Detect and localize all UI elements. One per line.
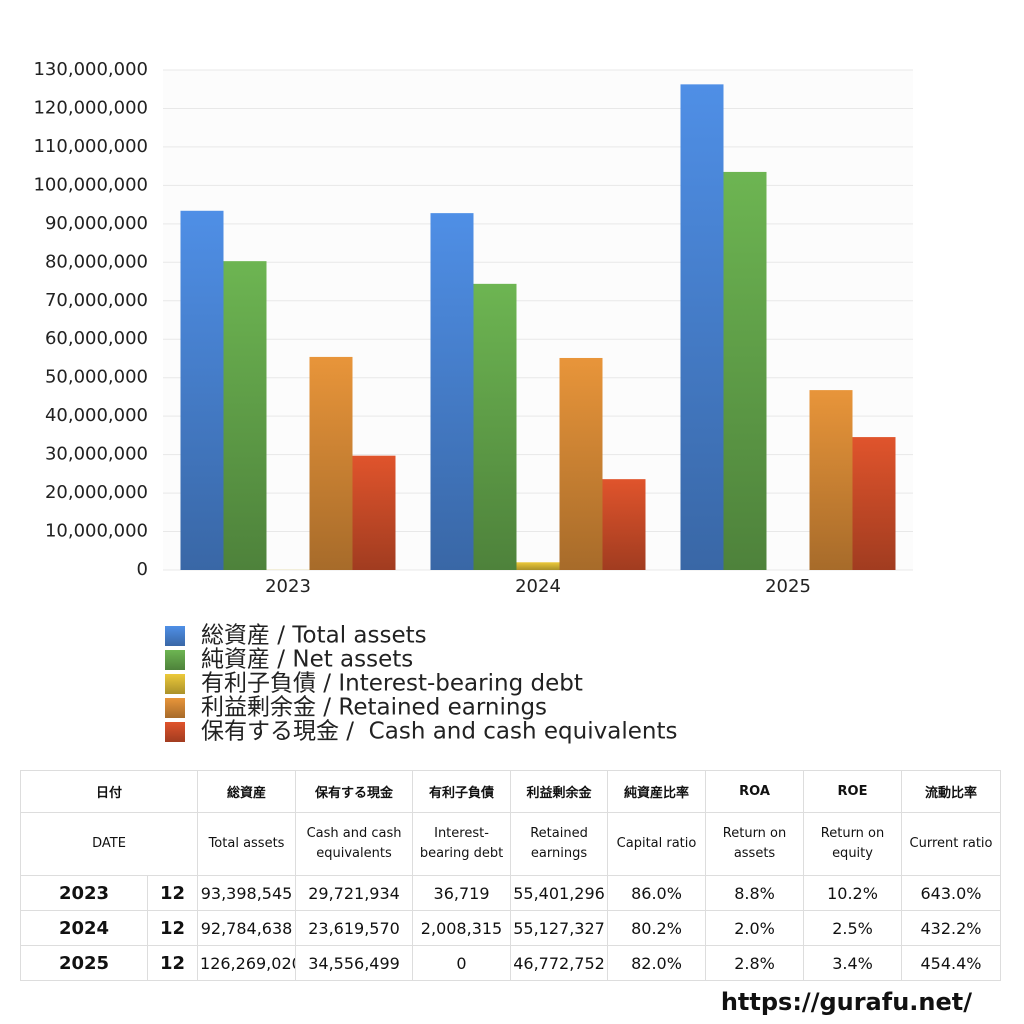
- y-tick-label: 70,000,000: [45, 290, 148, 311]
- header-cell: Cash and cash equivalents: [295, 812, 414, 876]
- header-cell: DATE: [19, 812, 199, 876]
- bar: [680, 84, 724, 571]
- bar: [602, 479, 646, 570]
- bar: [223, 261, 267, 570]
- x-tick-label: 2023: [265, 576, 311, 597]
- table-cell: 2023: [20, 875, 148, 911]
- bar: [180, 210, 224, 570]
- bar: [309, 356, 353, 570]
- data-table: 日付 総資産 保有する現金 有利子負債 利益剰余金 純資産比率 ROA ROE 流動比率 DATE…: [19, 770, 1002, 981]
- data-row: 2024 12 92,784,638 23,619,570 2,008,315 55,12…: [20, 910, 1002, 946]
- header-cell: Return on assets: [705, 812, 805, 876]
- y-tick-label: 80,000,000: [45, 251, 148, 272]
- table-cell: 36,719: [412, 875, 512, 911]
- legend-swatch: [165, 674, 185, 694]
- header-cell: Return on equity: [803, 812, 903, 876]
- x-tick-label: 2024: [515, 576, 561, 597]
- table-cell: 2,008,315: [412, 910, 512, 946]
- y-tick-label: 60,000,000: [45, 328, 148, 349]
- header-cell: 日付: [19, 770, 199, 813]
- table-cell: 8.8%: [705, 875, 805, 911]
- legend-swatch: [165, 650, 185, 670]
- y-tick-label: 90,000,000: [45, 213, 148, 234]
- table-cell: 643.0%: [901, 875, 1002, 911]
- legend-swatch: [165, 722, 185, 742]
- bar: [352, 455, 396, 570]
- legend-label: 有利子負債 / Interest-bearing debt: [201, 671, 583, 697]
- y-tick-label: 0: [137, 559, 148, 580]
- table-cell: 432.2%: [901, 910, 1002, 946]
- bar: [473, 283, 517, 570]
- header-cell: ROA: [705, 770, 805, 813]
- y-tick-label: 100,000,000: [33, 174, 148, 195]
- plot-background: [163, 70, 913, 570]
- table-cell: 12: [146, 945, 199, 981]
- table-cell: 55,127,327: [510, 910, 609, 946]
- header-cell: Current ratio: [901, 812, 1002, 876]
- chart: 0 10,000,000 20,000,000 30,000,000 40,000,00…: [33, 59, 913, 745]
- bar: [559, 357, 603, 570]
- table-cell: 92,784,638: [197, 910, 297, 946]
- data-row: 2023 12 93,398,545 29,721,934 36,719 55,401,2…: [20, 875, 1002, 911]
- legend-label: 総資産 / Total assets: [201, 623, 427, 649]
- header-row: 日付 総資産 保有する現金 有利子負債 利益剰余金 純資産比率 ROA ROE 流動比率: [19, 770, 1002, 813]
- header-row: DATE Total assets Cash and cash equivalent…: [19, 812, 1002, 876]
- y-tick-label: 120,000,000: [33, 97, 148, 118]
- x-tick-label: 2025: [765, 576, 811, 597]
- table-cell: 55,401,296: [510, 875, 609, 911]
- table-cell: 2.0%: [705, 910, 805, 946]
- table-cell: 454.4%: [901, 945, 1002, 981]
- bar: [430, 213, 474, 571]
- header-cell: 総資産: [197, 770, 297, 813]
- table-cell: 3.4%: [803, 945, 903, 981]
- table-cell: 0: [412, 945, 512, 981]
- legend-label: 純資産 / Net assets: [201, 647, 413, 673]
- bar: [809, 390, 853, 570]
- y-tick-label: 130,000,000: [33, 59, 148, 80]
- bar: [516, 562, 560, 570]
- table-cell: 46,772,752: [510, 945, 609, 981]
- legend-swatch: [165, 626, 185, 646]
- y-tick-label: 110,000,000: [33, 136, 148, 157]
- table-cell: 12: [146, 875, 199, 911]
- header-cell: 利益剰余金: [510, 770, 609, 813]
- bar: [852, 437, 896, 570]
- header-cell: 保有する現金: [295, 770, 414, 813]
- table-cell: 126,269,020: [197, 945, 297, 981]
- table-cell: 12: [146, 910, 199, 946]
- table-cell: 82.0%: [607, 945, 707, 981]
- header-cell: 有利子負債: [412, 770, 512, 813]
- table-cell: 86.0%: [607, 875, 707, 911]
- y-tick-label: 50,000,000: [45, 367, 148, 388]
- bar: [723, 171, 767, 570]
- data-row: 2025 12 126,269,020 34,556,499 0 46,772,752 82…: [20, 945, 1002, 981]
- y-tick-label: 10,000,000: [45, 521, 148, 542]
- footer-url: https://gurafu.net/: [720, 988, 972, 1016]
- table-cell: 2.8%: [705, 945, 805, 981]
- header-cell: Total assets: [197, 812, 297, 876]
- y-tick-label: 20,000,000: [45, 482, 148, 503]
- table-cell: 29,721,934: [295, 875, 414, 911]
- legend-label: 利益剰余金 / Retained earnings: [201, 695, 547, 721]
- table-cell: 23,619,570: [295, 910, 414, 946]
- header-cell: 流動比率: [901, 770, 1002, 813]
- header-cell: ROE: [803, 770, 903, 813]
- table-cell: 2.5%: [803, 910, 903, 946]
- header-cell: Retained earnings: [510, 812, 609, 876]
- table-cell: 10.2%: [803, 875, 903, 911]
- header-cell: Capital ratio: [607, 812, 707, 876]
- table-cell: 2025: [20, 945, 148, 981]
- y-tick-label: 30,000,000: [45, 444, 148, 465]
- header-cell: Interest-bearing debt: [412, 812, 512, 876]
- table-cell: 2024: [20, 910, 148, 946]
- header-cell: 純資産比率: [607, 770, 707, 813]
- legend-swatch: [165, 698, 185, 718]
- table-cell: 34,556,499: [295, 945, 414, 981]
- table-cell: 93,398,545: [197, 875, 297, 911]
- legend-label: 保有する現金 / Cash and cash equivalents: [201, 719, 677, 745]
- table-cell: 80.2%: [607, 910, 707, 946]
- y-tick-label: 40,000,000: [45, 405, 148, 426]
